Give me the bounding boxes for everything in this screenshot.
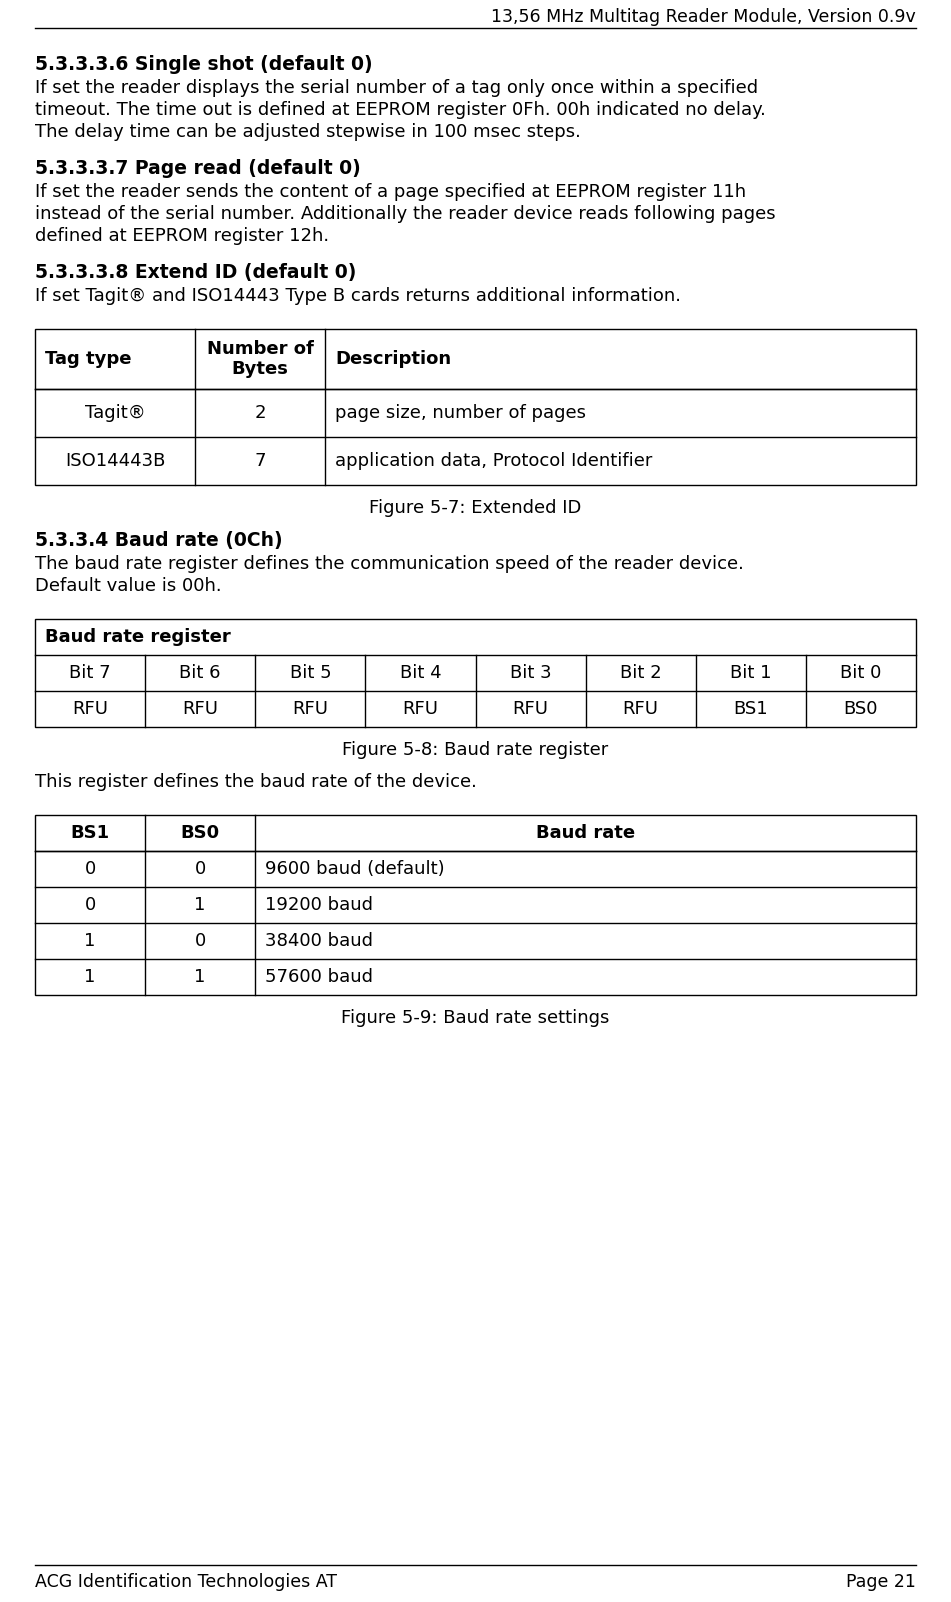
Text: 57600 baud: 57600 baud (265, 968, 373, 985)
Bar (35, 815, 916, 995)
Text: 2: 2 (254, 404, 265, 421)
Text: RFU: RFU (513, 700, 549, 718)
Text: The delay time can be adjusted stepwise in 100 msec steps.: The delay time can be adjusted stepwise … (35, 123, 581, 141)
Text: 0: 0 (85, 896, 96, 915)
Bar (35, 618, 916, 727)
Bar (35, 328, 916, 485)
Text: 1: 1 (194, 968, 205, 985)
Text: BS0: BS0 (181, 823, 220, 843)
Text: 1: 1 (85, 968, 96, 985)
Text: BS1: BS1 (733, 700, 768, 718)
Text: Default value is 00h.: Default value is 00h. (35, 577, 222, 594)
Text: 0: 0 (85, 860, 96, 878)
Text: defined at EEPROM register 12h.: defined at EEPROM register 12h. (35, 227, 329, 245)
Text: 5.3.3.3.8 Extend ID (default 0): 5.3.3.3.8 Extend ID (default 0) (35, 263, 357, 282)
Text: If set the reader sends the content of a page specified at EEPROM register 11h: If set the reader sends the content of a… (35, 183, 747, 200)
Text: 13,56 MHz Multitag Reader Module, Version 0.9v: 13,56 MHz Multitag Reader Module, Versio… (492, 8, 916, 26)
Text: Bit 5: Bit 5 (289, 663, 331, 682)
Text: 5.3.3.4 Baud rate (0Ch): 5.3.3.4 Baud rate (0Ch) (35, 530, 282, 549)
Text: 7: 7 (254, 452, 265, 469)
Text: Bit 4: Bit 4 (399, 663, 441, 682)
Text: BS0: BS0 (844, 700, 878, 718)
Text: Bit 3: Bit 3 (510, 663, 552, 682)
Text: Figure 5-9: Baud rate settings: Figure 5-9: Baud rate settings (341, 1009, 610, 1027)
Text: Baud rate: Baud rate (536, 823, 635, 843)
Text: Tag type: Tag type (45, 349, 131, 368)
Text: timeout. The time out is defined at EEPROM register 0Fh. 00h indicated no delay.: timeout. The time out is defined at EEPR… (35, 101, 766, 119)
Text: 9600 baud (default): 9600 baud (default) (265, 860, 445, 878)
Text: 5.3.3.3.7 Page read (default 0): 5.3.3.3.7 Page read (default 0) (35, 159, 360, 178)
Text: RFU: RFU (183, 700, 218, 718)
Text: Bit 0: Bit 0 (841, 663, 882, 682)
Text: 19200 baud: 19200 baud (265, 896, 373, 915)
Text: BS1: BS1 (70, 823, 109, 843)
Text: instead of the serial number. Additionally the reader device reads following pag: instead of the serial number. Additional… (35, 205, 776, 223)
Text: Number of
Bytes: Number of Bytes (206, 340, 314, 378)
Text: 1: 1 (85, 932, 96, 950)
Text: Figure 5-7: Extended ID: Figure 5-7: Extended ID (369, 498, 582, 517)
Text: RFU: RFU (72, 700, 108, 718)
Text: 0: 0 (194, 932, 205, 950)
Text: Figure 5-8: Baud rate register: Figure 5-8: Baud rate register (342, 742, 609, 759)
Text: application data, Protocol Identifier: application data, Protocol Identifier (335, 452, 652, 469)
Text: Description: Description (335, 349, 451, 368)
Text: Baud rate register: Baud rate register (45, 628, 231, 646)
Text: RFU: RFU (623, 700, 659, 718)
Text: If set Tagit® and ISO14443 Type B cards returns additional information.: If set Tagit® and ISO14443 Type B cards … (35, 287, 681, 304)
Text: RFU: RFU (402, 700, 438, 718)
Text: Tagit®: Tagit® (85, 404, 146, 421)
Text: ISO14443B: ISO14443B (65, 452, 165, 469)
Text: The baud rate register defines the communication speed of the reader device.: The baud rate register defines the commu… (35, 554, 744, 574)
Text: Bit 6: Bit 6 (180, 663, 221, 682)
Text: 38400 baud: 38400 baud (265, 932, 373, 950)
Text: ACG Identification Technologies AT: ACG Identification Technologies AT (35, 1573, 337, 1591)
Text: Bit 7: Bit 7 (69, 663, 111, 682)
Text: 0: 0 (194, 860, 205, 878)
Text: RFU: RFU (292, 700, 328, 718)
Text: Bit 1: Bit 1 (730, 663, 771, 682)
Text: 1: 1 (194, 896, 205, 915)
Text: If set the reader displays the serial number of a tag only once within a specifi: If set the reader displays the serial nu… (35, 78, 758, 98)
Text: This register defines the baud rate of the device.: This register defines the baud rate of t… (35, 774, 476, 791)
Text: 5.3.3.3.6 Single shot (default 0): 5.3.3.3.6 Single shot (default 0) (35, 54, 373, 74)
Text: Page 21: Page 21 (846, 1573, 916, 1591)
Text: page size, number of pages: page size, number of pages (335, 404, 586, 421)
Text: Bit 2: Bit 2 (620, 663, 662, 682)
